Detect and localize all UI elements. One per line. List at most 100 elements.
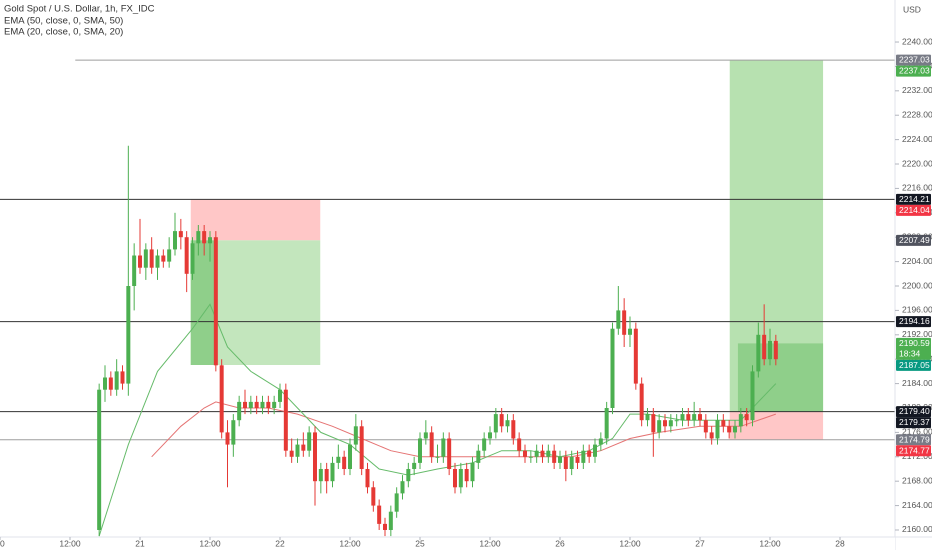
x-tick-label: 12:00 xyxy=(199,538,221,548)
candle-body xyxy=(493,414,498,433)
price-axis-bg xyxy=(895,0,932,550)
candle-body xyxy=(429,432,434,457)
x-tick-label: 27 xyxy=(695,538,705,548)
candle-body xyxy=(167,249,172,262)
price-label-bg xyxy=(896,65,931,77)
candle-body xyxy=(417,438,422,463)
x-tick-label: 26 xyxy=(555,538,565,548)
price-label-bg xyxy=(896,316,931,328)
price-label: 2237.03 xyxy=(899,55,930,65)
candle-body xyxy=(534,450,539,457)
candle-body xyxy=(330,462,335,482)
candle-body xyxy=(692,414,697,421)
candle-body xyxy=(342,456,347,469)
candle-body xyxy=(657,420,662,433)
y-tick-label: 2184.00 xyxy=(902,378,932,388)
candle-body xyxy=(662,420,667,427)
y-tick-label: 2216.00 xyxy=(902,183,932,193)
candle-body xyxy=(563,456,568,469)
candle-body xyxy=(126,286,131,384)
countdown-label: 18:34 xyxy=(899,349,921,359)
candle-body xyxy=(738,414,743,427)
candle-body xyxy=(312,432,317,482)
price-label-bg xyxy=(896,204,931,216)
candle-body xyxy=(709,432,714,439)
candle-body xyxy=(645,414,650,421)
candle-body xyxy=(371,487,376,506)
currency: USD xyxy=(903,4,921,14)
candle-body xyxy=(377,505,382,524)
price-label: 2187.05 xyxy=(899,360,930,370)
candle-body xyxy=(277,389,282,402)
candle-body xyxy=(511,420,516,439)
candle-body xyxy=(482,438,487,451)
candle-body xyxy=(120,371,125,384)
candle-body xyxy=(750,371,755,421)
candle-body xyxy=(161,255,166,262)
candle-body xyxy=(412,462,417,469)
candle-body xyxy=(592,444,597,457)
x-tick-label: 12:00 xyxy=(759,538,781,548)
y-tick-label: 2176.00 xyxy=(902,427,932,437)
candle-body xyxy=(347,444,352,469)
candle-body xyxy=(359,426,364,469)
candle-body xyxy=(272,401,277,408)
price-label-bg xyxy=(896,337,931,360)
candle-body xyxy=(756,334,761,372)
candle-body xyxy=(697,414,702,421)
price-label-bg xyxy=(896,54,931,66)
candle-body xyxy=(423,432,428,439)
x-tick-label: 28 xyxy=(835,538,845,548)
price-label-bg xyxy=(896,417,931,429)
price-label: 2214.21 xyxy=(899,194,930,204)
candle-body xyxy=(546,450,551,457)
price-label-bg xyxy=(896,359,931,371)
candle-body xyxy=(202,231,207,244)
candle-body xyxy=(773,340,778,360)
candle-body xyxy=(610,328,615,408)
x-tick-label: 12:00 xyxy=(479,538,501,548)
candle-body xyxy=(762,334,767,360)
candle-body xyxy=(178,231,183,238)
price-label: 2194.16 xyxy=(899,316,930,326)
legend-entry: EMA (20, close, 0, SMA, 20) xyxy=(4,27,123,38)
candle-body xyxy=(307,432,312,451)
price-label-bg xyxy=(896,193,931,205)
candle-body xyxy=(505,420,510,427)
stop-zone xyxy=(190,199,321,241)
candle-body xyxy=(470,462,475,482)
y-tick-label: 2240.00 xyxy=(902,36,932,46)
candle-body xyxy=(517,438,522,451)
candle-body xyxy=(540,450,545,457)
y-tick-label: 2232.00 xyxy=(902,85,932,95)
price-label: 2179.37 xyxy=(899,417,930,427)
candle-body xyxy=(616,310,621,329)
candle-body xyxy=(388,511,393,530)
legend-entry: EMA (50, close, 0, SMA, 50) xyxy=(4,16,123,27)
candle-body xyxy=(225,432,230,445)
candle-body xyxy=(219,365,224,433)
candle-body xyxy=(452,468,457,488)
candle-body xyxy=(143,249,148,268)
x-tick-label: 12:00 xyxy=(59,538,81,548)
candle-body xyxy=(575,456,580,463)
x-tick-label: 12:00 xyxy=(619,538,641,548)
y-tick-label: 2224.00 xyxy=(902,134,932,144)
candle-body xyxy=(581,450,586,463)
candle-body xyxy=(721,420,726,427)
candle-body xyxy=(639,383,644,421)
candle-body xyxy=(441,438,446,457)
candle-body xyxy=(283,389,288,451)
price-label-bg xyxy=(896,445,931,457)
plot-area xyxy=(0,59,895,537)
price-label: 2207.49 xyxy=(899,235,930,245)
candle-body xyxy=(237,401,242,421)
candle-body xyxy=(686,414,691,421)
candle-body xyxy=(97,389,102,530)
candle-body xyxy=(336,456,341,463)
candle-body xyxy=(400,481,405,494)
candle-body xyxy=(622,310,627,335)
candle-body xyxy=(266,401,271,408)
candle-body xyxy=(394,493,399,512)
candle-body xyxy=(727,426,732,433)
